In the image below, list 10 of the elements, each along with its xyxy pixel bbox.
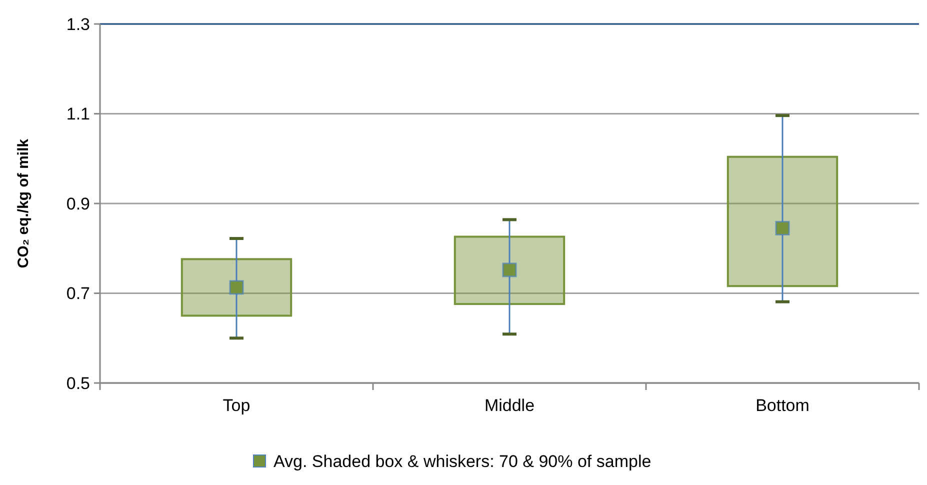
- x-tick-label: Bottom: [756, 396, 810, 415]
- x-tick-label: Top: [222, 396, 250, 415]
- y-tick-label: 0.9: [66, 194, 90, 214]
- y-tick-label: 0.5: [66, 374, 90, 393]
- y-tick-label: 1.1: [66, 104, 90, 124]
- y-tick-label: 1.3: [66, 14, 90, 34]
- y-tick-label: 0.7: [66, 284, 90, 304]
- x-tick-label: Middle: [484, 396, 535, 415]
- legend-label: Avg. Shaded box & whiskers: 70 & 90% of sample: [274, 452, 652, 471]
- y-axis-title: CO₂ eq./kg of milk: [15, 138, 32, 268]
